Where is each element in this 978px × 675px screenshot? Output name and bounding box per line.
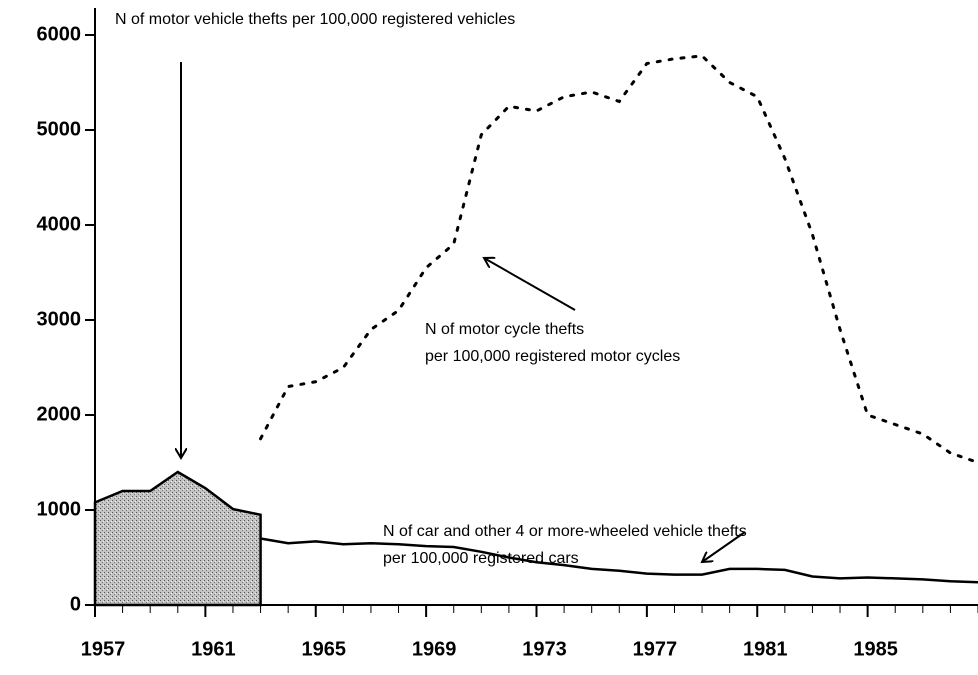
area bbox=[93, 470, 262, 607]
arrow bbox=[702, 531, 746, 562]
annotation: N of motor vehicle thefts per 100,000 re… bbox=[115, 11, 515, 28]
x-tick-label: 1969 bbox=[412, 638, 457, 660]
x-tick-label: 1957 bbox=[81, 638, 126, 660]
annotation: N of car and other 4 or more-wheeled veh… bbox=[383, 523, 747, 540]
x-tick-label: 1977 bbox=[633, 638, 678, 660]
x-tick-label: 1965 bbox=[302, 638, 347, 660]
arrow bbox=[484, 258, 576, 311]
x-tick-label: 1961 bbox=[191, 638, 236, 660]
x-tick-label: 1973 bbox=[522, 638, 567, 660]
line bbox=[259, 54, 978, 464]
arrows bbox=[181, 62, 746, 562]
annotation: N of motor cycle thefts bbox=[425, 321, 584, 338]
y-tick-label: 1000 bbox=[37, 498, 82, 520]
y-tick-label: 6000 bbox=[37, 23, 82, 45]
y-tick-label: 5000 bbox=[37, 118, 82, 140]
line bbox=[260, 537, 978, 584]
annotation: per 100,000 registered motor cycles bbox=[425, 348, 680, 365]
x-tick-label: 1985 bbox=[853, 638, 898, 660]
x-tick-label: 1981 bbox=[743, 638, 788, 660]
y-tick-label: 3000 bbox=[37, 308, 82, 330]
y-tick-label: 0 bbox=[70, 593, 81, 615]
annotation: per 100,000 registered cars bbox=[383, 550, 579, 567]
y-tick-label: 4000 bbox=[37, 213, 82, 235]
y-tick-label: 2000 bbox=[37, 403, 82, 425]
